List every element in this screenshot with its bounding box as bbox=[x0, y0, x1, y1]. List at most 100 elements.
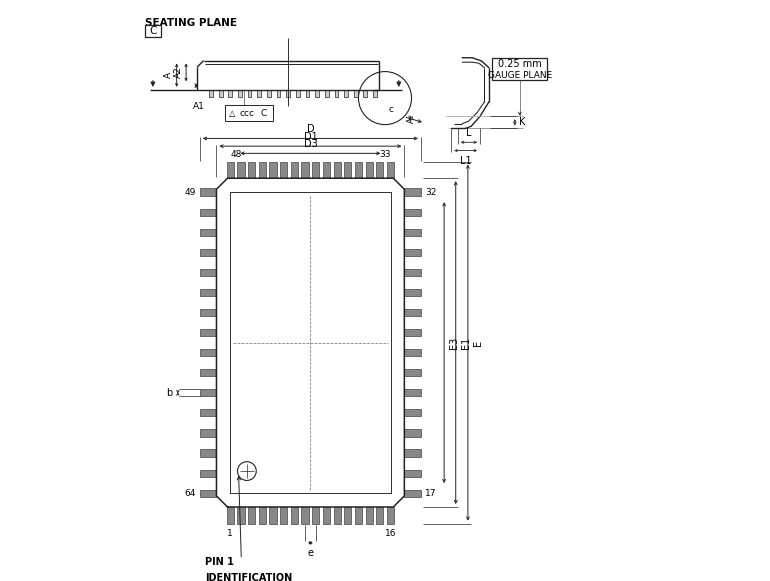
Text: 32: 32 bbox=[425, 188, 437, 196]
Bar bbox=[366, 507, 373, 523]
Bar bbox=[238, 90, 242, 97]
Bar bbox=[200, 369, 216, 376]
Bar bbox=[286, 90, 290, 97]
Bar bbox=[302, 507, 309, 523]
Bar bbox=[344, 90, 348, 97]
Bar bbox=[248, 162, 255, 178]
FancyBboxPatch shape bbox=[226, 105, 273, 121]
Text: K: K bbox=[519, 117, 526, 127]
Bar bbox=[366, 162, 373, 178]
Bar bbox=[200, 429, 216, 436]
Bar bbox=[200, 209, 216, 216]
Bar bbox=[306, 90, 310, 97]
Text: b: b bbox=[166, 388, 172, 398]
Text: L1: L1 bbox=[460, 156, 471, 166]
Bar bbox=[237, 507, 245, 523]
Bar bbox=[200, 329, 216, 336]
Bar bbox=[312, 507, 320, 523]
Bar bbox=[296, 90, 300, 97]
Bar bbox=[200, 389, 216, 396]
Bar bbox=[200, 469, 216, 476]
Bar bbox=[291, 162, 298, 178]
Bar bbox=[377, 162, 383, 178]
Bar bbox=[404, 249, 421, 256]
Bar bbox=[200, 490, 216, 497]
FancyBboxPatch shape bbox=[146, 25, 161, 37]
Bar bbox=[333, 507, 340, 523]
Bar bbox=[200, 269, 216, 276]
Bar bbox=[200, 409, 216, 417]
Bar bbox=[404, 269, 421, 276]
Text: E3: E3 bbox=[449, 336, 459, 349]
Text: E: E bbox=[474, 339, 484, 346]
Text: e: e bbox=[307, 548, 313, 558]
Bar bbox=[200, 228, 216, 236]
Bar bbox=[248, 90, 252, 97]
Text: △: △ bbox=[229, 109, 235, 117]
Bar bbox=[404, 289, 421, 296]
Bar bbox=[291, 507, 298, 523]
Bar bbox=[355, 162, 362, 178]
Bar bbox=[404, 188, 421, 196]
Bar bbox=[200, 450, 216, 457]
Text: SEATING PLANE: SEATING PLANE bbox=[145, 19, 236, 28]
Text: c: c bbox=[388, 105, 393, 114]
Bar bbox=[404, 309, 421, 316]
Bar bbox=[280, 162, 287, 178]
Text: 49: 49 bbox=[184, 188, 196, 196]
Bar bbox=[315, 90, 319, 97]
Bar bbox=[323, 162, 330, 178]
Bar bbox=[209, 90, 213, 97]
Bar bbox=[200, 188, 216, 196]
Bar bbox=[404, 228, 421, 236]
Bar bbox=[404, 369, 421, 376]
Bar bbox=[200, 349, 216, 356]
Bar bbox=[344, 162, 351, 178]
Bar bbox=[325, 90, 329, 97]
Text: D1: D1 bbox=[303, 132, 317, 142]
Bar bbox=[229, 90, 233, 97]
Bar bbox=[373, 90, 377, 97]
Bar bbox=[270, 507, 276, 523]
Bar bbox=[333, 162, 340, 178]
Bar bbox=[404, 389, 421, 396]
Bar bbox=[248, 507, 255, 523]
Text: D: D bbox=[306, 124, 314, 134]
Bar bbox=[237, 162, 245, 178]
Bar bbox=[323, 507, 330, 523]
Bar bbox=[226, 507, 234, 523]
Text: IDENTIFICATION: IDENTIFICATION bbox=[206, 573, 293, 581]
Bar bbox=[276, 90, 280, 97]
Bar bbox=[259, 162, 266, 178]
Bar bbox=[280, 507, 287, 523]
Text: 1: 1 bbox=[227, 529, 233, 538]
Text: 16: 16 bbox=[385, 529, 397, 538]
Bar bbox=[404, 209, 421, 216]
Bar bbox=[404, 329, 421, 336]
Bar bbox=[355, 507, 362, 523]
Text: PIN 1: PIN 1 bbox=[206, 557, 234, 566]
Text: D3: D3 bbox=[303, 139, 317, 149]
Text: A1: A1 bbox=[192, 102, 205, 111]
Bar bbox=[219, 90, 223, 97]
Bar bbox=[387, 507, 394, 523]
Bar bbox=[404, 490, 421, 497]
Bar bbox=[270, 162, 276, 178]
Bar bbox=[312, 162, 320, 178]
Bar bbox=[344, 507, 351, 523]
Bar bbox=[404, 429, 421, 436]
Bar bbox=[404, 469, 421, 476]
Text: 17: 17 bbox=[425, 489, 437, 498]
Text: 33: 33 bbox=[379, 150, 390, 159]
Text: A₁: A₁ bbox=[407, 113, 416, 123]
Text: 0.25 mm: 0.25 mm bbox=[498, 59, 542, 69]
Text: C: C bbox=[261, 109, 267, 117]
Text: GAUGE PLANE: GAUGE PLANE bbox=[487, 71, 552, 80]
Bar bbox=[259, 507, 266, 523]
Bar bbox=[200, 309, 216, 316]
Bar bbox=[226, 162, 234, 178]
Text: E1: E1 bbox=[461, 336, 471, 349]
Text: A2: A2 bbox=[174, 66, 183, 78]
Text: 64: 64 bbox=[184, 489, 196, 498]
Bar bbox=[363, 90, 367, 97]
